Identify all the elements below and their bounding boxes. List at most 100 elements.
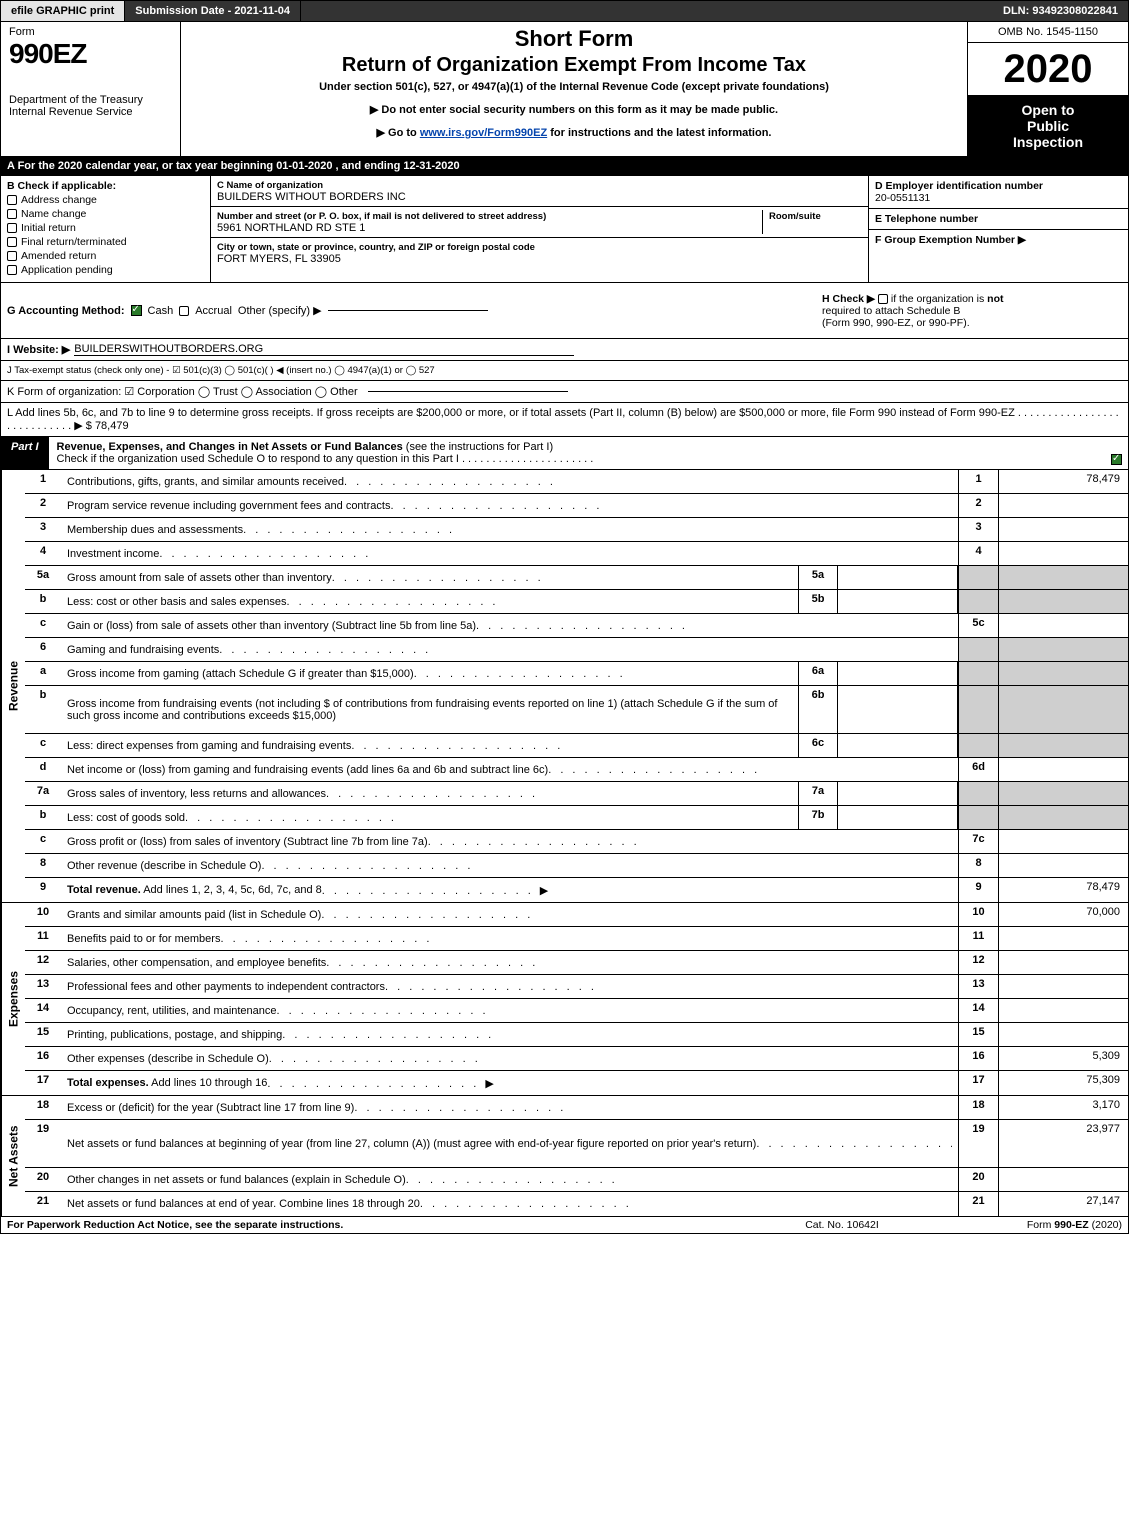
netassets-table: Net Assets 18Excess or (deficit) for the… [0,1096,1129,1217]
expenses-row: 12Salaries, other compensation, and empl… [25,951,1128,975]
line-number: 10 [25,903,61,926]
amount-cell [998,734,1128,757]
line-description: Net income or (loss) from gaming and fun… [61,758,958,781]
right-line-number [958,638,998,661]
dots: . . . . . . . . . . . . . . . . . . [351,740,792,752]
other-specify-input[interactable] [328,310,488,311]
dots: . . . . . . . . . . . . . . . . . . [185,812,792,824]
part-i-header: Part I Revenue, Expenses, and Changes in… [0,437,1129,470]
chk-amended-return[interactable] [7,251,17,261]
right-line-number: 12 [958,951,998,974]
dots: . . . . . . . . . . . . . . . . . . [321,909,952,921]
city-label: City or town, state or province, country… [217,242,535,253]
amount-cell: 78,479 [998,470,1128,493]
line-description: Total revenue. Add lines 1, 2, 3, 4, 5c,… [61,878,958,902]
amount-cell [998,975,1128,998]
line-description: Gross amount from sale of assets other t… [61,566,798,589]
chk-final-return[interactable] [7,237,17,247]
amount-cell: 70,000 [998,903,1128,926]
right-line-number [958,566,998,589]
revenue-row: bLess: cost or other basis and sales exp… [25,590,1128,614]
chk-cash[interactable] [131,305,142,316]
sub-line-number: 6c [798,734,838,757]
hint-goto-pre: ▶ Go to [377,127,420,139]
sub-amount-cell [838,806,958,829]
irs-form-link[interactable]: www.irs.gov/Form990EZ [420,127,547,139]
h-not: not [987,293,1003,305]
revenue-row: 5aGross amount from sale of assets other… [25,566,1128,590]
revenue-row: 2Program service revenue including gover… [25,494,1128,518]
line-description: Program service revenue including govern… [61,494,958,517]
amount-cell [998,1168,1128,1191]
line-g: G Accounting Method: Cash Accrual Other … [7,304,488,317]
right-line-number [958,686,998,733]
right-line-number: 19 [958,1120,998,1167]
line-description: Other changes in net assets or fund bala… [61,1168,958,1191]
part-i-subtitle: (see the instructions for Part I) [406,441,553,453]
chk-application-pending[interactable] [7,265,17,275]
part-i-schedule-o-check[interactable] [1111,454,1122,465]
sub-amount-cell [838,782,958,805]
line-number: c [25,614,61,637]
line-k-other-input[interactable] [368,391,568,392]
line-description: Professional fees and other payments to … [61,975,958,998]
dots: . . . . . . . . . . . . . . . . . . [326,788,792,800]
revenue-row: aGross income from gaming (attach Schedu… [25,662,1128,686]
dots: . . . . . . . . . . . . . . . . . . [243,524,952,536]
org-address: 5961 NORTHLAND RD STE 1 [217,222,365,234]
right-line-number: 2 [958,494,998,517]
dots: . . . . . . . . . . . . . . . . . . [277,1005,952,1017]
line-description: Total expenses. Add lines 10 through 16 … [61,1071,958,1095]
line-number: 4 [25,542,61,565]
chk-accrual[interactable] [179,306,189,316]
line-j-tax-exempt: J Tax-exempt status (check only one) - ☑… [0,361,1129,381]
dots: . . . . . . . . . . . . . . . . . . [385,981,952,993]
line-description: Less: cost of goods sold . . . . . . . .… [61,806,798,829]
expenses-rows: 10Grants and similar amounts paid (list … [25,903,1128,1095]
dln-label: DLN: 93492308022841 [301,1,1128,21]
right-line-number: 6d [958,758,998,781]
open-line1: Open to [972,102,1124,118]
efile-print-button[interactable]: efile GRAPHIC print [1,1,125,21]
right-line-number [958,734,998,757]
hint-goto: ▶ Go to www.irs.gov/Form990EZ for instru… [189,126,959,139]
right-line-number: 20 [958,1168,998,1191]
dots: . . . . . . . . . . . . . . . . . . [261,860,952,872]
title-short-form: Short Form [189,26,959,52]
form-word: Form [9,26,172,38]
section-b-title: B Check if applicable: [7,180,204,192]
right-line-number: 11 [958,927,998,950]
dots: . . . . . . . . . . . . . . . . . . [354,1102,952,1114]
revenue-table: Revenue 1Contributions, gifts, grants, a… [0,470,1129,903]
netassets-row: 21Net assets or fund balances at end of … [25,1192,1128,1216]
chk-address-change[interactable] [7,195,17,205]
revenue-side-label: Revenue [1,470,25,902]
section-d-e-f: D Employer identification number 20-0551… [868,176,1128,282]
line-number: 18 [25,1096,61,1119]
dots: . . . . . . . . . . . . . . . . . . [219,644,952,656]
right-line-number [958,806,998,829]
line-description: Gross profit or (loss) from sales of inv… [61,830,958,853]
amount-cell [998,1023,1128,1046]
g-label: G Accounting Method: [7,305,125,317]
sub-line-number: 6a [798,662,838,685]
amount-cell [998,830,1128,853]
chk-h[interactable] [878,294,888,304]
chk-name-change[interactable] [7,209,17,219]
website-value: BUILDERSWITHOUTBORDERS.ORG [74,343,574,356]
dots: . . . . . . . . . . . . . . . . . . [287,596,792,608]
right-line-number [958,662,998,685]
sub-line-number: 6b [798,686,838,733]
line-number: 20 [25,1168,61,1191]
lbl-amended-return: Amended return [21,250,96,262]
chk-initial-return[interactable] [7,223,17,233]
line-number: 6 [25,638,61,661]
revenue-row: 3Membership dues and assessments . . . .… [25,518,1128,542]
line-number: 2 [25,494,61,517]
org-city: FORT MYERS, FL 33905 [217,253,341,265]
right-line-number: 14 [958,999,998,1022]
line-number: c [25,734,61,757]
lbl-initial-return: Initial return [21,222,76,234]
section-c-org-info: C Name of organization BUILDERS WITHOUT … [211,176,868,282]
amount-cell [998,614,1128,637]
